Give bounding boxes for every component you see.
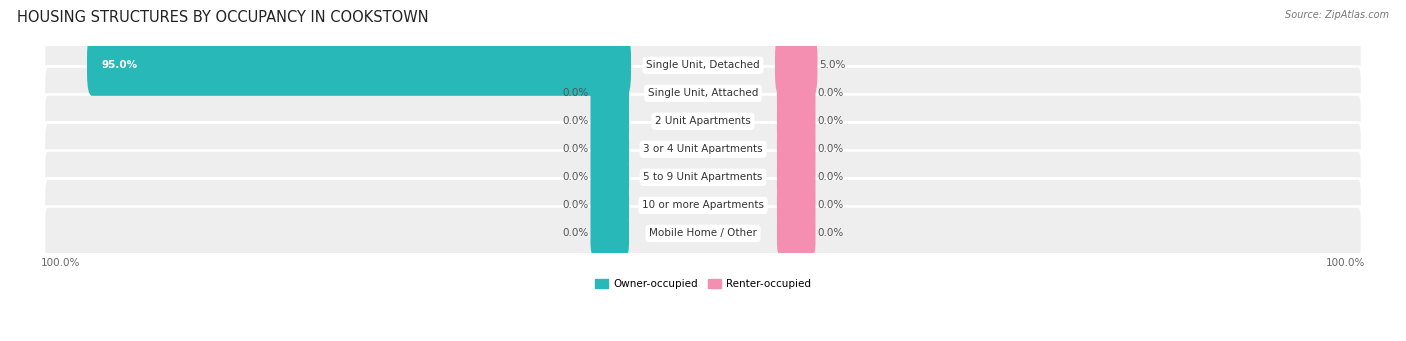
FancyBboxPatch shape <box>775 35 817 96</box>
Text: 0.0%: 0.0% <box>817 144 844 154</box>
Text: 0.0%: 0.0% <box>817 201 844 210</box>
FancyBboxPatch shape <box>591 155 628 199</box>
Text: 0.0%: 0.0% <box>562 172 589 182</box>
Text: 2 Unit Apartments: 2 Unit Apartments <box>655 116 751 126</box>
Text: 0.0%: 0.0% <box>817 116 844 126</box>
Text: 0.0%: 0.0% <box>817 88 844 98</box>
Text: Mobile Home / Other: Mobile Home / Other <box>650 228 756 238</box>
Text: 5 to 9 Unit Apartments: 5 to 9 Unit Apartments <box>644 172 762 182</box>
FancyBboxPatch shape <box>778 183 815 227</box>
FancyBboxPatch shape <box>778 99 815 144</box>
Text: Source: ZipAtlas.com: Source: ZipAtlas.com <box>1285 10 1389 20</box>
FancyBboxPatch shape <box>44 122 1362 176</box>
FancyBboxPatch shape <box>591 99 628 144</box>
Text: 0.0%: 0.0% <box>562 144 589 154</box>
Text: Single Unit, Detached: Single Unit, Detached <box>647 60 759 70</box>
Text: 0.0%: 0.0% <box>562 228 589 238</box>
Text: 0.0%: 0.0% <box>562 201 589 210</box>
FancyBboxPatch shape <box>591 71 628 116</box>
FancyBboxPatch shape <box>44 178 1362 232</box>
Text: 5.0%: 5.0% <box>818 60 845 70</box>
Text: Single Unit, Attached: Single Unit, Attached <box>648 88 758 98</box>
FancyBboxPatch shape <box>778 155 815 199</box>
FancyBboxPatch shape <box>778 211 815 255</box>
Text: HOUSING STRUCTURES BY OCCUPANCY IN COOKSTOWN: HOUSING STRUCTURES BY OCCUPANCY IN COOKS… <box>17 10 429 25</box>
Text: 95.0%: 95.0% <box>101 60 138 70</box>
Text: 0.0%: 0.0% <box>817 172 844 182</box>
FancyBboxPatch shape <box>591 183 628 227</box>
FancyBboxPatch shape <box>44 39 1362 92</box>
FancyBboxPatch shape <box>44 150 1362 204</box>
Text: 0.0%: 0.0% <box>817 228 844 238</box>
Text: 3 or 4 Unit Apartments: 3 or 4 Unit Apartments <box>643 144 763 154</box>
Text: 0.0%: 0.0% <box>562 88 589 98</box>
FancyBboxPatch shape <box>778 127 815 172</box>
FancyBboxPatch shape <box>44 207 1362 260</box>
Text: 10 or more Apartments: 10 or more Apartments <box>643 201 763 210</box>
Text: 0.0%: 0.0% <box>562 116 589 126</box>
FancyBboxPatch shape <box>44 66 1362 120</box>
Legend: Owner-occupied, Renter-occupied: Owner-occupied, Renter-occupied <box>591 275 815 293</box>
FancyBboxPatch shape <box>87 35 631 96</box>
FancyBboxPatch shape <box>591 127 628 172</box>
FancyBboxPatch shape <box>591 211 628 255</box>
FancyBboxPatch shape <box>778 71 815 116</box>
FancyBboxPatch shape <box>44 94 1362 148</box>
